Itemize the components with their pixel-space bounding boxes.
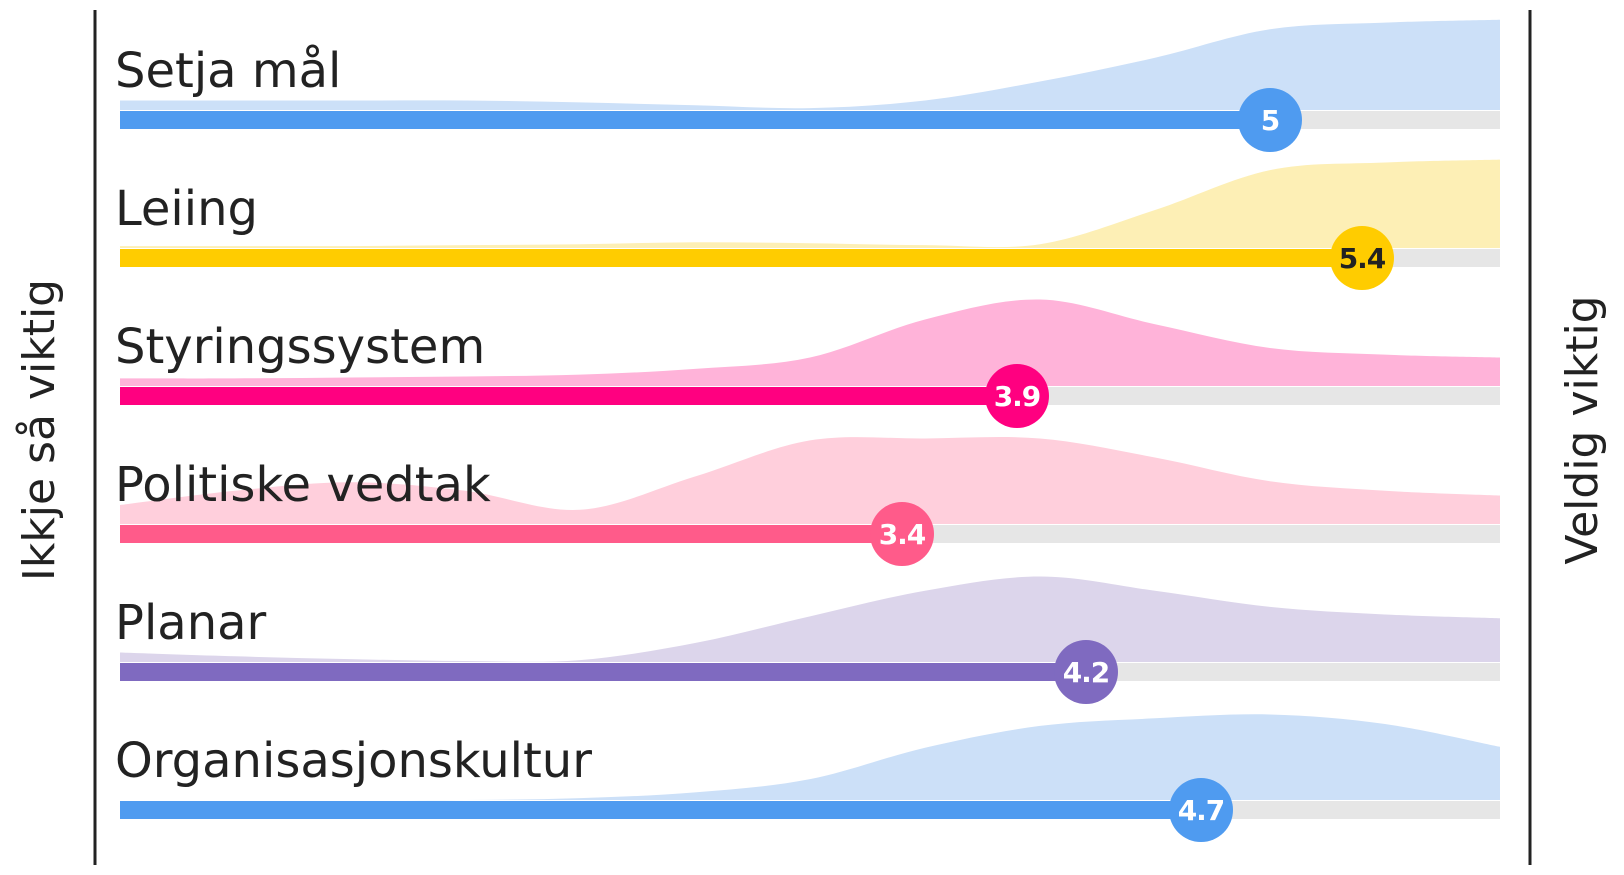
density-area — [120, 19, 1500, 110]
value-label: 5 — [1261, 104, 1279, 137]
series-name: Organisasjonskultur — [115, 733, 592, 789]
series-name: Leiing — [115, 181, 258, 237]
density-area — [120, 159, 1500, 248]
value-dot — [1238, 88, 1302, 152]
series-name: Politiske vedtak — [115, 457, 491, 513]
density-area — [120, 299, 1500, 386]
value-dot — [1169, 778, 1233, 842]
density-area — [120, 437, 1500, 524]
value-label: 3.9 — [994, 380, 1041, 413]
bar — [120, 525, 902, 543]
value-dot — [1054, 640, 1118, 704]
value-label: 4.2 — [1063, 656, 1110, 689]
density-area — [120, 714, 1500, 801]
value-dot — [985, 364, 1049, 428]
series-name: Setja mål — [115, 43, 341, 99]
left-label: Ikkje så viktig — [14, 279, 65, 581]
value-label: 3.4 — [879, 518, 926, 551]
bar — [120, 249, 1362, 267]
right-label: Veldig viktig — [1557, 295, 1608, 564]
series-name: Planar — [115, 595, 267, 651]
bar — [120, 387, 1017, 405]
value-label: 4.7 — [1178, 794, 1225, 827]
series-name: Styringssystem — [115, 319, 485, 375]
bar — [120, 663, 1086, 681]
density-area — [120, 576, 1500, 662]
value-dot — [1330, 226, 1394, 290]
bar — [120, 111, 1270, 129]
value-dot — [870, 502, 934, 566]
value-label: 5.4 — [1339, 242, 1386, 275]
bar — [120, 801, 1201, 819]
